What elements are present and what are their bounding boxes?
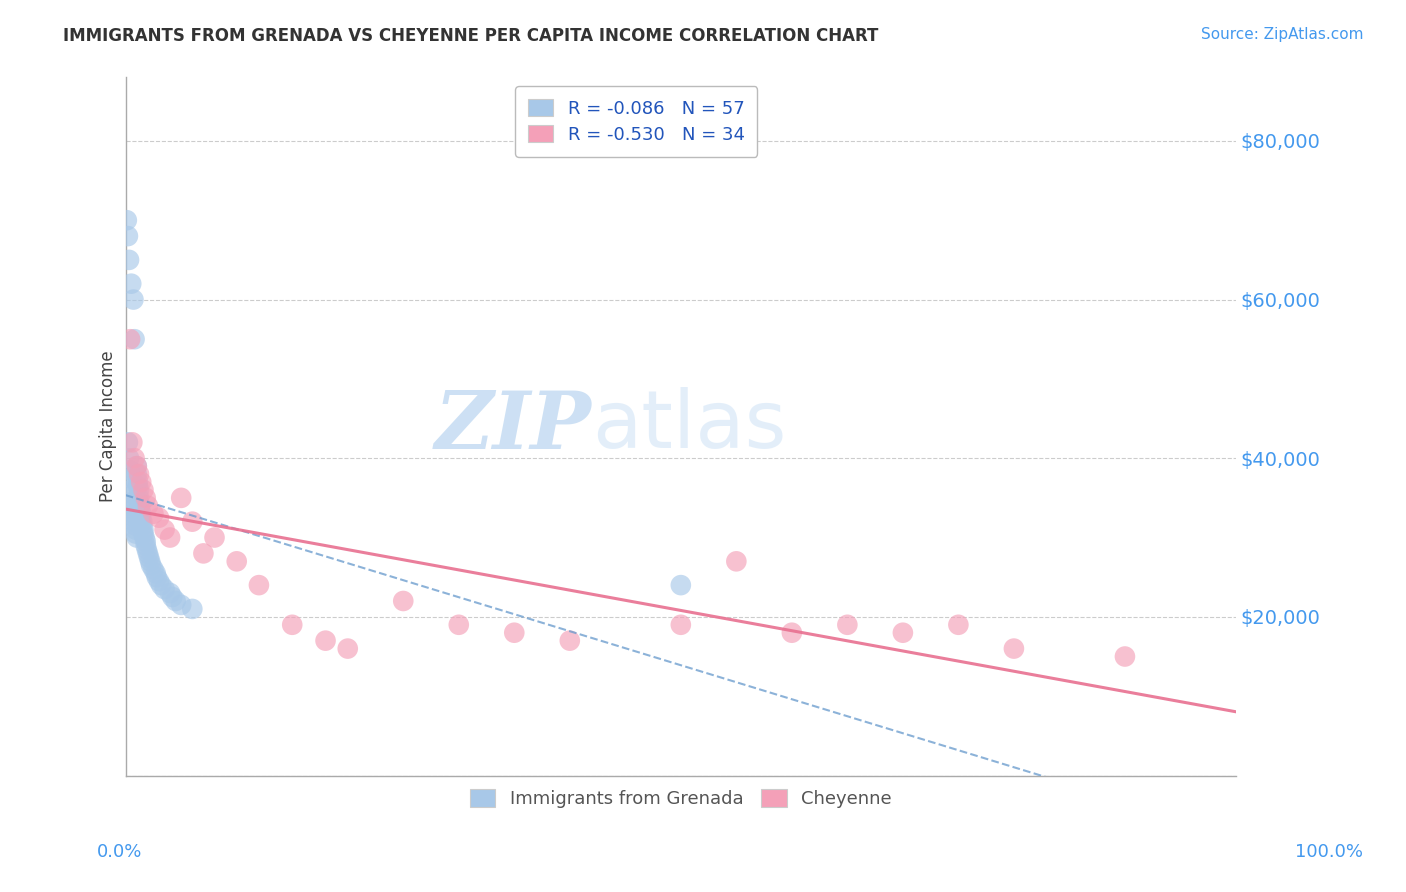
- Point: [124, 515, 146, 529]
- Point: [148, 574, 170, 589]
- Point: [120, 471, 142, 485]
- Point: [124, 332, 146, 346]
- Point: [162, 590, 184, 604]
- Point: [117, 229, 139, 244]
- Point: [336, 641, 359, 656]
- Point: [148, 510, 170, 524]
- Text: 0.0%: 0.0%: [97, 843, 142, 861]
- Y-axis label: Per Capita Income: Per Capita Income: [100, 351, 117, 502]
- Point: [159, 531, 181, 545]
- Point: [281, 617, 304, 632]
- Point: [128, 483, 150, 497]
- Point: [124, 510, 146, 524]
- Point: [122, 293, 145, 307]
- Point: [120, 463, 142, 477]
- Point: [247, 578, 270, 592]
- Point: [115, 213, 138, 227]
- Point: [121, 495, 143, 509]
- Point: [125, 531, 148, 545]
- Point: [181, 602, 204, 616]
- Point: [128, 467, 150, 481]
- Point: [131, 518, 153, 533]
- Point: [153, 582, 176, 596]
- Point: [669, 578, 692, 592]
- Point: [129, 499, 152, 513]
- Point: [165, 594, 187, 608]
- Point: [170, 491, 193, 505]
- Point: [125, 459, 148, 474]
- Point: [125, 526, 148, 541]
- Point: [725, 554, 748, 568]
- Point: [136, 499, 159, 513]
- Point: [122, 502, 145, 516]
- Point: [142, 562, 165, 576]
- Point: [118, 252, 141, 267]
- Text: IMMIGRANTS FROM GRENADA VS CHEYENNE PER CAPITA INCOME CORRELATION CHART: IMMIGRANTS FROM GRENADA VS CHEYENNE PER …: [63, 27, 879, 45]
- Text: ZIP: ZIP: [434, 388, 592, 466]
- Point: [225, 554, 247, 568]
- Point: [503, 625, 526, 640]
- Point: [170, 598, 193, 612]
- Point: [392, 594, 415, 608]
- Point: [135, 539, 157, 553]
- Point: [447, 617, 470, 632]
- Point: [128, 491, 150, 505]
- Point: [125, 467, 148, 481]
- Point: [121, 435, 143, 450]
- Point: [127, 475, 149, 489]
- Point: [132, 526, 155, 541]
- Point: [141, 558, 163, 573]
- Point: [315, 633, 337, 648]
- Point: [117, 435, 139, 450]
- Point: [125, 518, 148, 533]
- Text: atlas: atlas: [592, 387, 786, 466]
- Point: [125, 459, 148, 474]
- Point: [136, 546, 159, 560]
- Point: [118, 451, 141, 466]
- Text: Source: ZipAtlas.com: Source: ZipAtlas.com: [1201, 27, 1364, 42]
- Point: [132, 523, 155, 537]
- Point: [145, 566, 167, 581]
- Point: [121, 487, 143, 501]
- Point: [181, 515, 204, 529]
- Point: [135, 491, 157, 505]
- Point: [129, 475, 152, 489]
- Point: [1002, 641, 1025, 656]
- Point: [780, 625, 803, 640]
- Point: [204, 531, 226, 545]
- Legend: Immigrants from Grenada, Cheyenne: Immigrants from Grenada, Cheyenne: [463, 782, 898, 815]
- Point: [135, 542, 157, 557]
- Point: [131, 515, 153, 529]
- Point: [129, 507, 152, 521]
- Point: [142, 507, 165, 521]
- Point: [150, 578, 173, 592]
- Point: [128, 495, 150, 509]
- Point: [120, 332, 142, 346]
- Point: [669, 617, 692, 632]
- Point: [193, 546, 215, 560]
- Point: [134, 531, 156, 545]
- Point: [1114, 649, 1136, 664]
- Point: [135, 534, 157, 549]
- Point: [120, 277, 142, 291]
- Point: [153, 523, 176, 537]
- Point: [837, 617, 859, 632]
- Point: [122, 499, 145, 513]
- Point: [948, 617, 970, 632]
- Text: 100.0%: 100.0%: [1295, 843, 1362, 861]
- Point: [124, 451, 146, 466]
- Point: [125, 523, 148, 537]
- Point: [129, 502, 152, 516]
- Point: [120, 483, 142, 497]
- Point: [122, 507, 145, 521]
- Point: [146, 570, 169, 584]
- Point: [129, 510, 152, 524]
- Point: [159, 586, 181, 600]
- Point: [891, 625, 914, 640]
- Point: [127, 479, 149, 493]
- Point: [132, 483, 155, 497]
- Point: [139, 554, 162, 568]
- Point: [558, 633, 581, 648]
- Point: [138, 550, 160, 565]
